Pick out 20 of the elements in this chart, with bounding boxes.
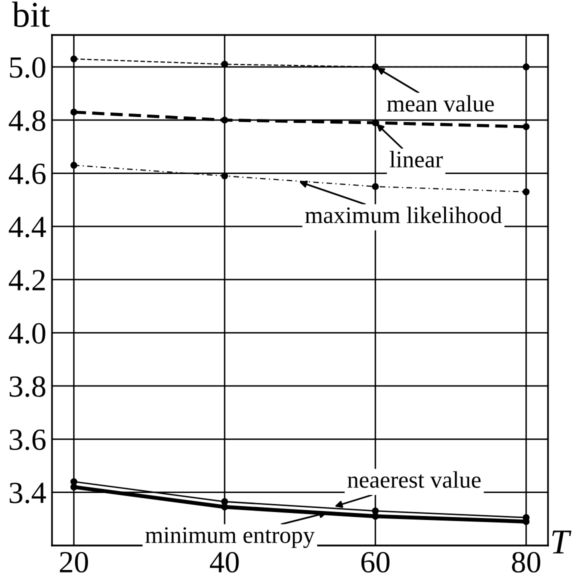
y-tick-label: 4.6 (8, 164, 46, 184)
y-tick-label: 3.6 (10, 430, 46, 450)
y-tick-label: 3.8 (10, 376, 46, 398)
x-axis-title: T (552, 530, 572, 554)
y-tick-label: 3.4 (10, 482, 46, 504)
x-tick-label: 80 (512, 552, 540, 573)
annotation: minimum entropy (145, 527, 315, 548)
y-axis-title: bit (12, 2, 50, 28)
annotation: mean value (386, 95, 494, 112)
annotation: maximum likelihood (305, 206, 502, 224)
annotation: neaerest value (348, 471, 481, 488)
x-tick-label: 20 (60, 552, 88, 573)
x-tick-label: 40 (210, 552, 239, 573)
y-tick-label: 4.0 (8, 323, 46, 344)
annotation: linear (390, 150, 443, 168)
y-tick-label: 4.2 (8, 270, 45, 291)
y-tick-label: 4.4 (8, 216, 46, 238)
x-tick-label: 60 (361, 552, 390, 573)
y-tick-label: 5.0 (10, 57, 46, 78)
y-tick-label: 4.8 (8, 110, 46, 132)
